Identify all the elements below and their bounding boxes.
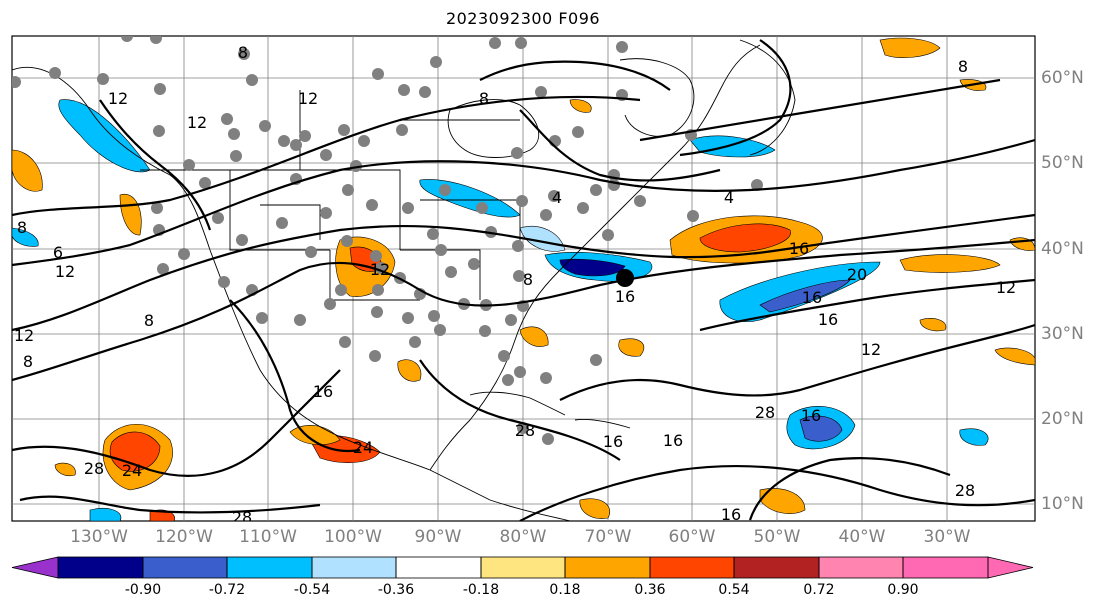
- contour-label: 24: [353, 438, 373, 457]
- weather-map: 8 12 12 8 12 8 6 12 12 8 8 12 8 16 16 16…: [11, 35, 1036, 527]
- contour-label: 8: [479, 89, 489, 108]
- colorbar: [11, 556, 1034, 579]
- contour-label: 16: [603, 432, 623, 451]
- lon-label: 40°W: [838, 527, 886, 547]
- lon-label: 30°W: [923, 527, 971, 547]
- colorbar-tick-label: -0.72: [208, 582, 246, 598]
- lat-label: 20°N: [1041, 409, 1084, 429]
- contour-label: 12: [14, 326, 34, 345]
- contour-label: 20: [847, 265, 867, 284]
- lon-label: 110°W: [239, 527, 297, 547]
- colorbar-tick-label: 0.18: [549, 582, 581, 598]
- colorbar-segment: [396, 557, 481, 578]
- contour-label: 6: [53, 243, 63, 262]
- map-title: 2023092300 F096: [445, 9, 601, 28]
- contour-label: 16: [802, 288, 822, 307]
- contour-label: 12: [108, 89, 128, 108]
- contour-lines: [12, 39, 1035, 521]
- contour-label: 16: [789, 239, 809, 258]
- lat-label: 50°N: [1041, 153, 1084, 173]
- contour-label: 28: [515, 421, 535, 440]
- coastlines: [12, 39, 796, 521]
- contour-label: 8: [238, 43, 248, 62]
- lat-label: 40°N: [1041, 239, 1084, 259]
- contour-label: 4: [552, 188, 562, 207]
- contour-label: 16: [818, 310, 838, 329]
- colorbar-segment: [565, 557, 650, 578]
- contour-label: 24: [122, 461, 142, 480]
- colorbar-segment: [312, 557, 396, 578]
- contour-label: 12: [370, 260, 390, 279]
- contour-label: 12: [55, 262, 75, 281]
- colorbar-segment: [227, 557, 312, 578]
- lon-label: 90°W: [414, 527, 462, 547]
- lon-label: 50°W: [753, 527, 801, 547]
- lon-label: 80°W: [499, 527, 547, 547]
- contour-label-group: 8 12 12 8 12 8 6 12 12 8 8 12 8 16 16 16…: [14, 43, 1016, 527]
- colorbar-tick-label: 0.90: [887, 582, 919, 598]
- colorbar-tick-label: 0.36: [634, 582, 666, 598]
- contour-label: 28: [955, 481, 975, 500]
- lat-label: 10°N: [1041, 494, 1084, 514]
- colorbar-tick-label: -0.18: [462, 582, 500, 598]
- contour-label: 8: [523, 270, 533, 289]
- contour-label: 8: [23, 352, 33, 371]
- colorbar-tick-label: 0.72: [803, 582, 835, 598]
- lon-label: 120°W: [155, 527, 213, 547]
- colorbar-segment: [819, 557, 903, 578]
- contour-label: 16: [313, 382, 333, 401]
- colorbar-tick-label: 0.54: [718, 582, 750, 598]
- lat-label: 60°N: [1041, 68, 1084, 88]
- contour-label: 12: [996, 278, 1016, 297]
- colorbar-segment: [734, 557, 819, 578]
- shaded-fields: [12, 37, 1035, 521]
- colorbar-tick-label: -0.36: [377, 582, 415, 598]
- colorbar-segment: [143, 557, 227, 578]
- contour-label: 12: [861, 340, 881, 359]
- colorbar-ticks: [142, 557, 904, 578]
- contour-label: 16: [801, 406, 821, 425]
- contour-label: 16: [663, 431, 683, 450]
- highlight-marker: [616, 269, 634, 287]
- lon-label: 70°W: [584, 527, 632, 547]
- contour-label: 8: [144, 311, 154, 330]
- contour-label: 8: [17, 218, 27, 237]
- colorbar-tick-label: -0.54: [293, 582, 331, 598]
- contour-label: 12: [298, 89, 318, 108]
- station-markers: [12, 36, 763, 445]
- colorbar-tick-label: -0.90: [124, 582, 162, 598]
- lat-label: 30°N: [1041, 324, 1084, 344]
- contour-label: 16: [615, 287, 635, 306]
- colorbar-segment: [903, 557, 988, 578]
- contour-label: 16: [721, 505, 741, 524]
- colorbar-segment: [650, 557, 734, 578]
- lon-label: 60°W: [668, 527, 716, 547]
- contour-label: 28: [755, 403, 775, 422]
- contour-label: 12: [187, 113, 207, 132]
- contour-label: 28: [84, 459, 104, 478]
- contour-label: 4: [724, 188, 734, 207]
- lon-label: 100°W: [324, 527, 382, 547]
- contour-label: 8: [958, 57, 968, 76]
- colorbar-extend-min: [11, 556, 59, 579]
- contour-label: 28: [232, 508, 252, 527]
- colorbar-extend-max: [987, 556, 1034, 579]
- colorbar-segment: [58, 557, 143, 578]
- colorbar-segment: [481, 557, 565, 578]
- lon-label: 130°W: [70, 527, 128, 547]
- colorbar-outline: [57, 556, 989, 579]
